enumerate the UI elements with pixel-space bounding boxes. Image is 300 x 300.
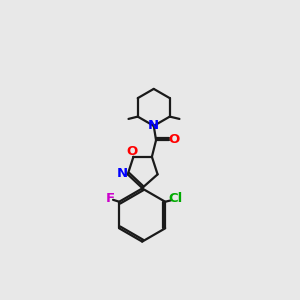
Text: N: N: [148, 119, 159, 132]
Text: O: O: [126, 145, 137, 158]
Text: F: F: [106, 193, 115, 206]
Text: Cl: Cl: [169, 193, 183, 206]
Text: N: N: [117, 167, 128, 180]
Text: O: O: [168, 133, 180, 146]
